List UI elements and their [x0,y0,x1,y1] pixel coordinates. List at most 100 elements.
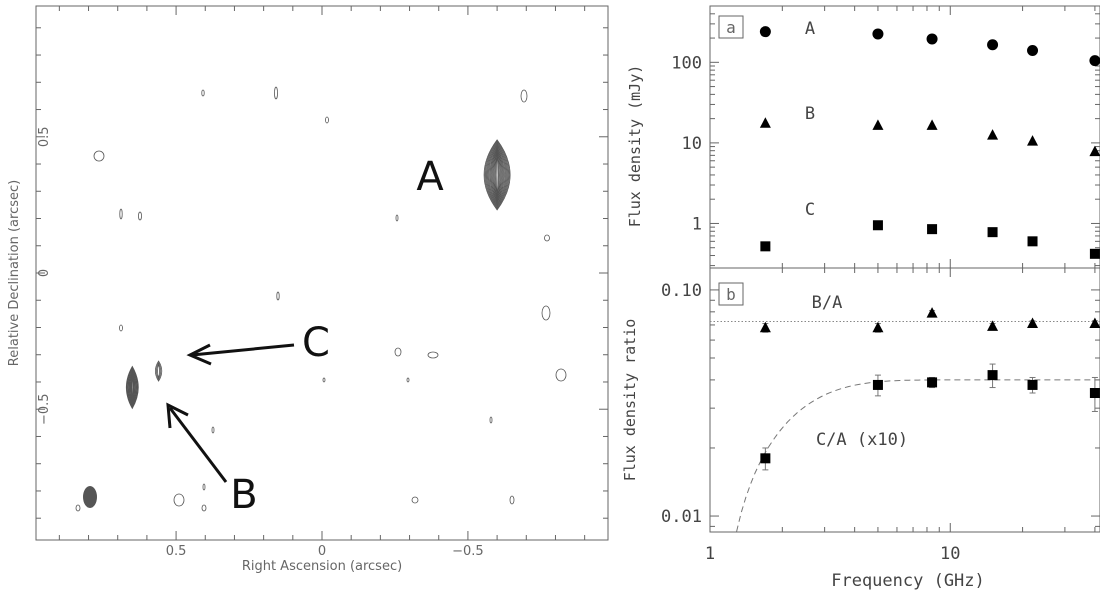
component-c-contour [157,362,161,380]
panel-b-ylabel: Flux density ratio [621,319,639,482]
noise-contour [520,89,528,103]
noise-contour [119,208,123,220]
noise-contour [541,305,551,321]
contour-map-panel: 0.5 0 −0.5 0.5 0 −0.5 Right Ascension (arcsec… [7,5,609,574]
component-label-c: C [302,320,330,366]
data-point-c [927,224,938,235]
map-frame [35,5,609,541]
component-label-a: A [416,154,444,200]
panel-a-y-tick-label: 100 [671,53,702,73]
map-ylabel: Relative Declination (arcsec) [7,180,22,366]
component-c-contour [154,360,163,382]
flux-ratio-panel: 0.01 0.10 1 10 b B/A C/A (x10) Flux density… [621,267,1100,591]
component-a-contour [487,143,507,207]
panel-a-y-tick-label: 10 [682,134,702,154]
series-label-ba: B/A [812,293,843,313]
data-point-a [987,39,999,51]
noise-contour [276,291,280,301]
data-point-ratio-0 [987,320,999,331]
panel-a-ylabel: Flux density (mJy) [626,65,644,228]
component-a-contour [492,149,502,201]
panel-b-x-tick-label: 10 [940,544,960,564]
component-a-contour [486,142,508,208]
panel-b-ticks: 0.01 0.10 1 10 [661,268,1100,564]
data-point-b [872,119,884,130]
beam-ellipse [83,486,97,508]
panel-a-ticks: 1 10 100 [671,5,1100,268]
component-a-contour [493,152,501,198]
series-label-a: A [805,19,815,39]
noise-contour [394,347,402,357]
data-point-ratio-1 [987,370,998,381]
noise-contour [211,426,215,434]
noise-contour [119,324,123,332]
data-point-a [872,28,884,40]
data-point-ratio-0 [1027,317,1039,329]
series-label-ca: C/A (x10) [816,430,908,450]
data-point-c [1027,236,1038,247]
noise-contour [427,351,439,359]
data-point-b [987,129,999,140]
fit-curve-ca [736,379,1100,532]
noise-contour [322,377,326,383]
map-y-tick-label: 0.5 [37,126,52,147]
panel-a-label: a [726,18,736,37]
map-x-tick-label: 0 [318,544,326,559]
panel-b-y-tick-label: 0.01 [661,507,702,527]
noise-contour [173,493,185,507]
data-point-b [1089,145,1100,157]
component-a-contour [483,139,511,211]
component-a-contour [494,153,500,197]
noise-contour [201,89,205,97]
data-point-b [926,119,938,130]
flux-density-panel: 1 10 100 a A B C Flux density (mJy) [626,5,1100,269]
arrow-c [186,343,295,366]
noise-contour [93,150,105,162]
data-point-a [1089,55,1100,67]
arrow-b [166,402,228,483]
data-point-ratio-0 [759,321,771,333]
noise-contour [201,504,207,512]
data-point-ratio-1 [872,379,883,390]
component-b-contour [125,365,139,410]
noise-contour [75,504,81,512]
panel-b-frame [709,267,1100,533]
data-point-ratio-1 [1089,388,1100,399]
map-x-tick-label: 0.5 [166,544,187,559]
map-y-tick-label: −0.5 [37,393,52,425]
component-a-contour [488,144,506,206]
data-point-c [1089,248,1100,259]
component-b-contour [130,374,134,401]
noise-contour [202,483,206,491]
panel-a-label-box [718,15,744,39]
data-point-b [759,117,771,128]
component-a-contour [490,146,505,203]
panel-b-label-box [718,282,744,306]
data-point-a [926,33,938,45]
data-point-a [1027,45,1039,57]
noise-contour [544,234,550,242]
panel-b-label: b [726,285,736,304]
data-point-ratio-0 [872,321,884,333]
panel-a-y-tick-label: 1 [692,214,702,234]
component-a-contour [484,140,510,210]
noise-contour [138,211,142,221]
data-point-c [987,227,998,238]
map-contours [75,86,567,512]
data-point-ratio-1 [1027,379,1038,390]
map-xlabel: Right Ascension (arcsec) [242,559,402,574]
component-b-contour [130,373,135,402]
data-point-ratio-0 [926,307,938,318]
panel-b-xlabel: Frequency (GHz) [831,571,985,591]
noise-contour [489,416,493,424]
series-label-c: C [805,200,815,220]
data-point-ratio-1 [927,377,938,388]
panel-b-x-tick-label: 1 [705,544,715,564]
panel-a-points [759,26,1100,259]
panel-b-y-tick-label: 0.10 [661,281,702,301]
map-ticks: 0.5 0 −0.5 0.5 0 −0.5 [36,6,608,559]
panel-a-frame [709,5,1100,269]
data-point-ratio-0 [1089,317,1100,329]
component-b-contour [129,371,135,404]
